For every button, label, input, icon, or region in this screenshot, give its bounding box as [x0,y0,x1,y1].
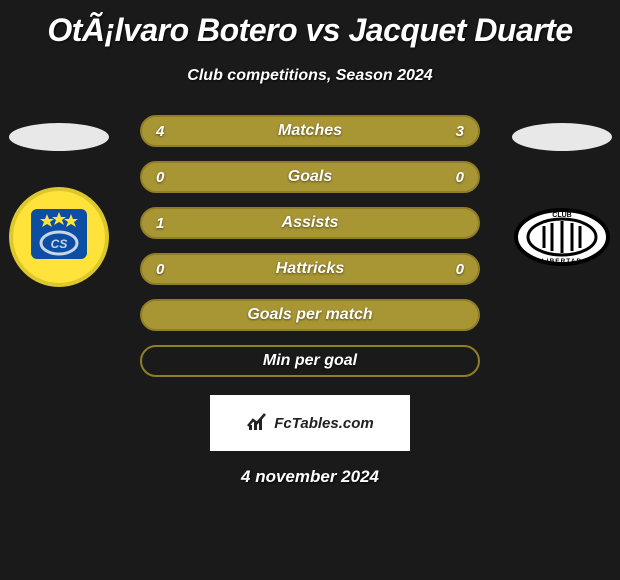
stat-left-value: 4 [156,123,164,140]
stat-row-goals: 0 Goals 0 [140,161,480,193]
left-player-col: CS [1,115,116,287]
stat-label: Assists [282,214,339,232]
stat-row-mpg: Min per goal [140,345,480,377]
stat-rows: 4 Matches 3 0 Goals 0 1 Assists 0 Hattri… [140,115,480,377]
comparison-panel: CS 4 Matches 3 0 Goals 0 1 Assists 0 Hat… [0,115,620,377]
stat-right-value: 3 [456,123,464,140]
stat-label: Hattricks [276,260,344,278]
stat-right-value: 0 [456,169,464,186]
chart-icon [246,410,268,437]
source-badge: FcTables.com [210,395,410,451]
stat-label: Goals [288,168,332,186]
svg-text:CS: CS [50,237,67,251]
right-player-photo-placeholder [512,123,612,151]
svg-text:LIBERTAD: LIBERTAD [541,258,581,265]
stat-row-hattricks: 0 Hattricks 0 [140,253,480,285]
date-text: 4 november 2024 [0,467,620,487]
stat-row-matches: 4 Matches 3 [140,115,480,147]
stat-row-gpm: Goals per match [140,299,480,331]
stat-row-assists: 1 Assists [140,207,480,239]
stat-label: Min per goal [263,352,357,370]
page-title: OtÃ¡lvaro Botero vs Jacquet Duarte [0,0,620,49]
left-player-photo-placeholder [9,123,109,151]
stat-left-value: 1 [156,215,164,232]
source-badge-text: FcTables.com [274,415,373,432]
stat-label: Goals per match [247,306,372,324]
stat-right-value: 0 [456,261,464,278]
left-club-crest: CS [9,187,109,287]
right-club-crest: CLUB LIBERTAD [512,187,612,287]
stat-left-value: 0 [156,169,164,186]
svg-text:CLUB: CLUB [552,212,571,219]
stat-label: Matches [278,122,342,140]
right-player-col: CLUB LIBERTAD [504,115,619,287]
subtitle: Club competitions, Season 2024 [0,67,620,85]
stat-left-value: 0 [156,261,164,278]
